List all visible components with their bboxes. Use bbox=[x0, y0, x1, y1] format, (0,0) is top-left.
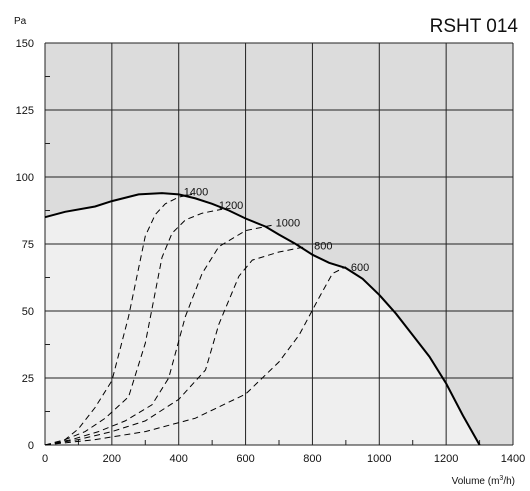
speed-curve-label-800: 800 bbox=[314, 240, 332, 252]
x-tick-label: 200 bbox=[103, 453, 121, 465]
speed-curve-800 bbox=[44, 246, 306, 446]
x-axis-label-suffix: /h) bbox=[503, 476, 515, 487]
chart-title: RSHT 014 bbox=[430, 16, 519, 37]
y-tick-label: 100 bbox=[16, 172, 34, 184]
x-tick-label: 600 bbox=[236, 453, 254, 465]
speed-curve-label-1000: 1000 bbox=[276, 218, 300, 230]
y-tick-label: 0 bbox=[28, 440, 34, 452]
x-axis-label-prefix: Volume (m bbox=[452, 476, 500, 487]
y-tick-labels: 0 25 50 75 100 125 150 bbox=[16, 38, 34, 452]
y-tick-label: 125 bbox=[16, 105, 34, 117]
x-tick-label: 1000 bbox=[367, 453, 391, 465]
minor-ticks bbox=[45, 76, 481, 445]
y-tick-label: 50 bbox=[22, 306, 34, 318]
y-tick-label: 75 bbox=[22, 239, 34, 251]
x-axis-label: Volume (m3/h) bbox=[452, 475, 515, 487]
speed-curve-1400 bbox=[44, 193, 193, 446]
y-tick-label: 25 bbox=[22, 373, 34, 385]
max-curve-line bbox=[44, 192, 481, 446]
speed-curve-label-1400: 1400 bbox=[184, 187, 208, 199]
speed-curve-1200 bbox=[44, 208, 223, 446]
speed-curves bbox=[44, 193, 347, 446]
speed-curve-label-1200: 1200 bbox=[219, 200, 243, 212]
x-tick-label: 1400 bbox=[501, 453, 525, 465]
speed-curve-label-600: 600 bbox=[351, 262, 369, 274]
operating-area bbox=[45, 193, 480, 445]
x-tick-label: 1200 bbox=[434, 453, 458, 465]
y-tick-label: 150 bbox=[16, 38, 34, 50]
x-tick-label: 800 bbox=[303, 453, 321, 465]
x-tick-label: 400 bbox=[170, 453, 188, 465]
x-axis-label-superscript: 3 bbox=[499, 475, 503, 482]
y-axis-label: Pa bbox=[14, 16, 27, 27]
x-tick-label: 0 bbox=[42, 453, 48, 465]
x-tick-labels: 0 200 400 600 800 1000 1200 1400 bbox=[42, 453, 525, 465]
curve-labels: 1400 1200 1000 800 600 bbox=[184, 187, 370, 274]
speed-curve-600 bbox=[44, 266, 347, 446]
speed-curve-1000 bbox=[44, 224, 273, 446]
